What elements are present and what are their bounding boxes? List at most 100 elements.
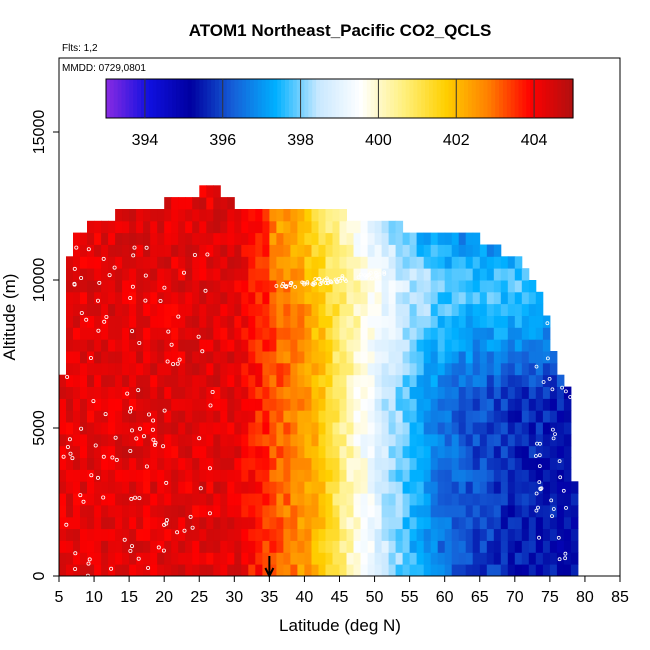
heatmap-cell (143, 552, 151, 565)
heatmap-cell (136, 422, 144, 435)
heatmap-cell (500, 564, 509, 577)
heatmap-cell (360, 445, 368, 459)
heatmap-cell (234, 469, 242, 482)
heatmap-cell (220, 493, 228, 506)
heatmap-cell (451, 291, 460, 305)
heatmap-cell (311, 433, 319, 447)
heatmap-cell (241, 410, 249, 423)
sample-point (289, 281, 294, 286)
heatmap-cell (206, 505, 214, 518)
heatmap-cell (220, 280, 228, 293)
heatmap-cell (325, 445, 333, 459)
sample-point (128, 549, 133, 554)
heatmap-cell (472, 327, 481, 340)
heatmap-cell (150, 374, 158, 387)
heatmap-cell (451, 327, 460, 340)
heatmap-cell (444, 552, 453, 565)
sample-point (550, 387, 555, 392)
heatmap-cell (66, 564, 74, 577)
heatmap-cell (262, 481, 270, 494)
heatmap-cell (283, 445, 291, 459)
heatmap-cell (430, 516, 439, 530)
heatmap-cell (108, 256, 116, 269)
heatmap-cell (479, 315, 488, 328)
heatmap-cell (276, 445, 284, 459)
heatmap-cell (542, 505, 551, 518)
heatmap-cell (458, 540, 467, 553)
heatmap-cell (458, 481, 467, 494)
heatmap-cell (332, 220, 340, 234)
heatmap-cell (185, 268, 193, 281)
heatmap-cell (542, 516, 551, 530)
heatmap-cell (66, 481, 74, 494)
heatmap-cell (325, 469, 333, 482)
heatmap-cell (66, 280, 74, 293)
heatmap-cell (171, 564, 179, 577)
heatmap-cell (101, 315, 109, 328)
heatmap-cell (563, 564, 572, 577)
heatmap-cell (318, 327, 326, 340)
heatmap-cell (493, 422, 502, 435)
sample-point (131, 253, 136, 258)
heatmap-cell (507, 386, 516, 399)
heatmap-cell (199, 422, 207, 435)
colorbar-swatch (335, 79, 341, 118)
heatmap-cell (507, 505, 516, 518)
heatmap-cell (507, 280, 516, 293)
heatmap-cell (507, 268, 516, 281)
heatmap-cell (220, 374, 228, 387)
colorbar-swatch (273, 79, 278, 118)
heatmap-cell (437, 552, 446, 565)
heatmap-cell (227, 291, 235, 305)
heatmap-cell (192, 315, 200, 328)
heatmap-cell (220, 303, 228, 316)
colorbar-swatch (141, 79, 146, 118)
heatmap-cell (507, 374, 516, 387)
heatmap-cell (514, 469, 523, 482)
heatmap-cell (80, 268, 88, 281)
sample-point (132, 245, 137, 250)
heatmap-cell (199, 232, 207, 245)
heatmap-cell (73, 481, 81, 494)
heatmap-cell (115, 469, 123, 482)
heatmap-cell (157, 505, 165, 518)
heatmap-cell (220, 256, 228, 269)
sample-point (311, 280, 316, 285)
heatmap-cell (346, 564, 354, 577)
heatmap-cell (206, 291, 214, 305)
heatmap-cell (493, 374, 502, 387)
heatmap-cell (94, 327, 102, 340)
heatmap-cell (409, 516, 418, 530)
heatmap-cell (101, 540, 109, 553)
heatmap-cell (87, 268, 95, 281)
heatmap-cell (241, 327, 249, 340)
heatmap-cell (451, 386, 460, 399)
heatmap-cell (528, 552, 537, 565)
heatmap-cell (143, 493, 151, 506)
heatmap-cell (150, 469, 158, 482)
heatmap-cell (143, 457, 151, 470)
sample-point (104, 314, 109, 319)
colorbar-swatch (518, 79, 524, 118)
heatmap-cell (248, 209, 256, 222)
heatmap-cell (269, 516, 277, 530)
heatmap-cell (367, 540, 376, 553)
heatmap-cell (367, 422, 376, 435)
colorbar-swatch (541, 79, 547, 118)
heatmap-cell (276, 268, 284, 281)
heatmap-cell (290, 362, 298, 376)
heatmap-cell (367, 351, 376, 364)
heatmap-cell (199, 564, 207, 577)
heatmap-cell (227, 540, 235, 553)
heatmap-cell (332, 445, 340, 459)
heatmap-cell (297, 564, 305, 577)
heatmap-cell (353, 232, 361, 245)
heatmap-cell (164, 564, 172, 577)
heatmap-cell (150, 398, 158, 411)
heatmap-cell (535, 398, 544, 411)
heatmap-cell (451, 244, 460, 257)
colorbar-tick-label: 402 (443, 132, 470, 149)
heatmap-cell (206, 445, 214, 459)
heatmap-cell (206, 315, 214, 328)
heatmap-cell (94, 457, 102, 470)
